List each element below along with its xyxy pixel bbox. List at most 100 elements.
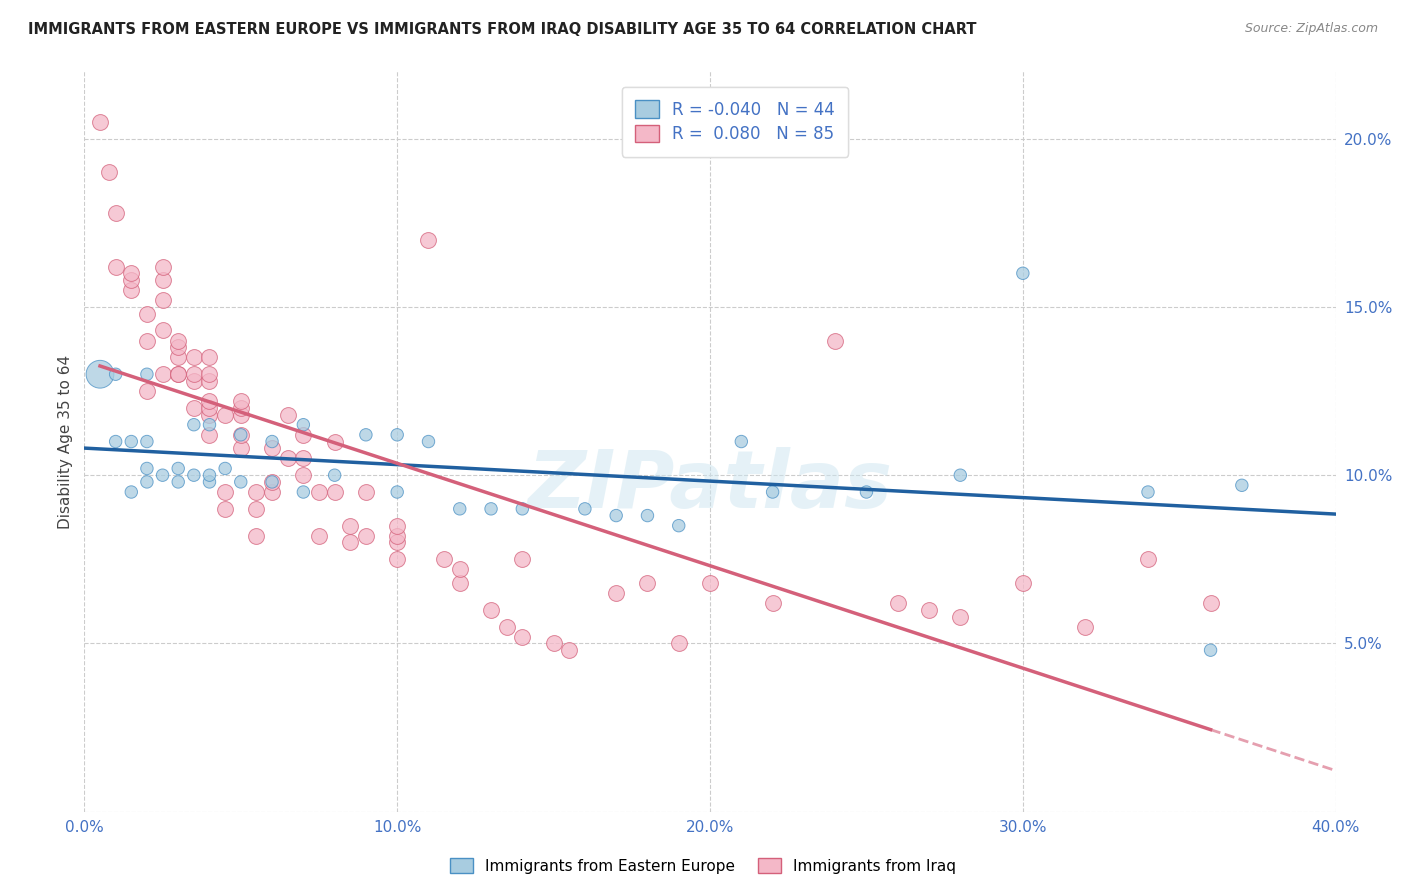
Text: IMMIGRANTS FROM EASTERN EUROPE VS IMMIGRANTS FROM IRAQ DISABILITY AGE 35 TO 64 C: IMMIGRANTS FROM EASTERN EUROPE VS IMMIGR… (28, 22, 977, 37)
Point (183, 368, 205, 382)
Point (762, 596, 785, 610)
Point (292, 468, 315, 483)
Point (354, 529, 377, 543)
Point (605, 508, 627, 523)
Point (152, 293, 174, 308)
Point (824, 334, 846, 348)
Point (229, 427, 252, 442)
Point (104, 205, 127, 219)
Point (136, 307, 159, 321)
Point (198, 394, 221, 409)
Point (198, 408, 221, 422)
Point (167, 461, 190, 475)
Legend: Immigrants from Eastern Europe, Immigrants from Iraq: Immigrants from Eastern Europe, Immigran… (444, 852, 962, 880)
Point (245, 501, 267, 516)
Point (277, 451, 299, 466)
Point (198, 427, 221, 442)
Point (198, 351, 221, 365)
Point (449, 562, 471, 576)
Point (1230, 478, 1253, 492)
Point (292, 451, 315, 466)
Point (292, 485, 315, 500)
Point (418, 233, 440, 247)
Point (229, 394, 252, 409)
Point (292, 427, 315, 442)
Point (1199, 596, 1222, 610)
Point (637, 575, 659, 590)
Point (104, 368, 127, 382)
Point (668, 636, 690, 650)
Point (385, 485, 409, 500)
Point (354, 427, 377, 442)
Point (198, 374, 221, 388)
Point (214, 485, 236, 500)
Point (229, 442, 252, 456)
Point (89, 115, 111, 129)
Point (262, 434, 284, 449)
Y-axis label: Disability Age 35 to 64: Disability Age 35 to 64 (58, 354, 73, 529)
Point (229, 401, 252, 415)
Point (183, 374, 205, 388)
Point (699, 575, 721, 590)
Point (152, 368, 174, 382)
Point (449, 501, 471, 516)
Point (308, 485, 330, 500)
Point (887, 596, 910, 610)
Point (167, 368, 190, 382)
Point (354, 485, 377, 500)
Point (1074, 619, 1097, 633)
Point (262, 485, 284, 500)
Point (949, 609, 972, 624)
Point (449, 575, 471, 590)
Point (262, 475, 284, 489)
Point (167, 475, 190, 489)
Point (323, 468, 346, 483)
Point (104, 434, 127, 449)
Point (167, 351, 190, 365)
Point (1012, 266, 1035, 280)
Point (385, 518, 409, 533)
Point (198, 417, 221, 432)
Point (136, 461, 159, 475)
Point (385, 535, 409, 549)
Point (262, 442, 284, 456)
Point (574, 501, 596, 516)
Point (104, 260, 127, 274)
Point (214, 461, 236, 475)
Point (120, 266, 142, 280)
Point (292, 417, 315, 432)
Point (198, 475, 221, 489)
Point (479, 501, 502, 516)
Point (637, 508, 659, 523)
Point (385, 427, 409, 442)
Point (98, 165, 121, 179)
Point (245, 529, 267, 543)
Point (949, 468, 972, 483)
Point (136, 434, 159, 449)
Point (918, 603, 941, 617)
Point (120, 283, 142, 297)
Point (198, 368, 221, 382)
Point (433, 552, 456, 566)
Point (339, 535, 361, 549)
Point (214, 408, 236, 422)
Point (245, 485, 267, 500)
Point (762, 485, 785, 500)
Point (308, 529, 330, 543)
Point (214, 501, 236, 516)
Point (183, 401, 205, 415)
Point (229, 408, 252, 422)
Point (512, 630, 534, 644)
Point (668, 518, 690, 533)
Point (323, 485, 346, 500)
Point (385, 552, 409, 566)
Point (1012, 575, 1035, 590)
Point (605, 586, 627, 600)
Point (120, 485, 142, 500)
Point (1199, 643, 1222, 657)
Point (167, 368, 190, 382)
Point (167, 334, 190, 348)
Point (479, 603, 502, 617)
Point (229, 427, 252, 442)
Point (1136, 552, 1159, 566)
